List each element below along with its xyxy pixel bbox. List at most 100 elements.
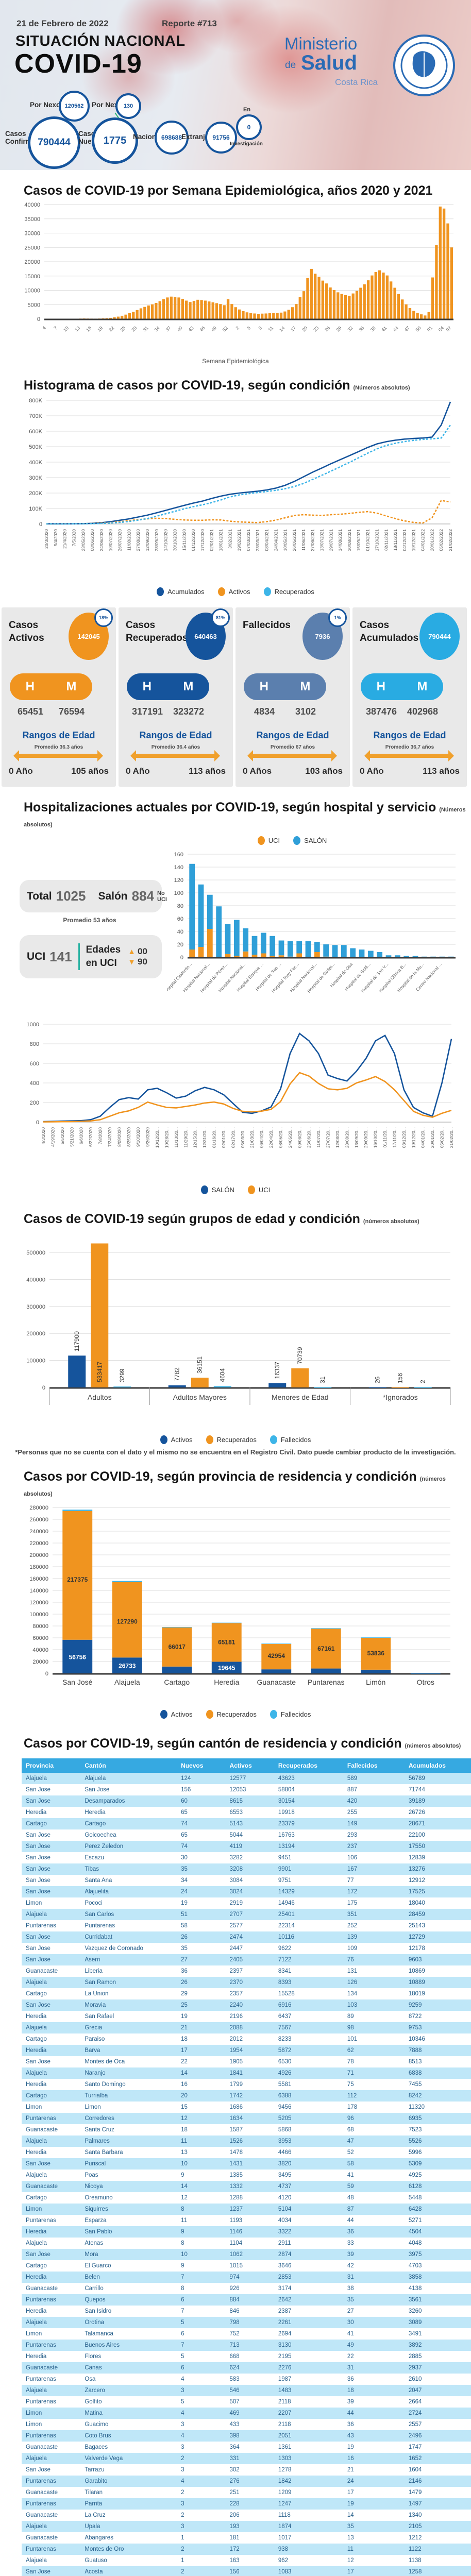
rangos-label: Rangos de Edad (373, 730, 446, 740)
weekly-bar (371, 275, 374, 319)
table-header: Provincia Cantón Nuevos Activos Recuperados F… (22, 1758, 471, 1773)
svg-text:San José: San José (62, 1678, 93, 1686)
table-row: Puntarenas Corredores 12 1634 5205 96 6935 (22, 2113, 471, 2124)
table-cell: 1686 (225, 2102, 274, 2113)
hospital-bar-salón (198, 884, 204, 947)
table-cell: 2118 (274, 2419, 343, 2430)
table-row: Heredia Belen 7 974 2853 31 3858 (22, 2272, 471, 2283)
svg-text:03/12/20...: 03/12/20... (401, 1127, 407, 1148)
table-cell: Coto Brus (80, 2430, 177, 2442)
age-bar-fallecidos (314, 1387, 332, 1388)
prov-legend: Activos Recuperados Fallecidos (0, 1710, 471, 1719)
table-cell: 31 (343, 2362, 405, 2374)
svg-text:60: 60 (177, 916, 183, 922)
svg-text:15/11/2020: 15/11/2020 (181, 529, 187, 551)
table-cell: 1340 (404, 2510, 471, 2521)
table-cell: 30154 (274, 1795, 343, 1807)
table-cell: 2261 (274, 2317, 343, 2328)
svg-text:500K: 500K (29, 444, 42, 450)
svg-text:23/03/2021: 23/03/2021 (255, 529, 260, 551)
svg-text:20: 20 (177, 942, 183, 948)
table-cell: 1587 (225, 2124, 274, 2136)
table-cell: 1083 (274, 2566, 343, 2576)
table-cell: 58 (343, 2158, 405, 2170)
table-row: Alajuela Orotina 5 798 2261 30 3089 (22, 2317, 471, 2328)
table-cell: Pococi (80, 1897, 177, 1909)
table-cell: 9901 (274, 1863, 343, 1875)
weekly-bar (382, 273, 385, 319)
table-cell: 17 (343, 2487, 405, 2498)
nacionales-value: 698688 (155, 121, 189, 155)
table-cell: 172 (225, 2544, 274, 2555)
svg-text:20/3/2020: 20/3/2020 (44, 529, 49, 549)
legend-uci-label: UCI (268, 837, 280, 844)
weekly-bar (359, 287, 362, 319)
table-cell: Paraiso (80, 2033, 177, 2045)
table-cell: 28671 (404, 1818, 471, 1829)
hospital-bar-uci (225, 954, 231, 957)
table-cell: 3820 (274, 2158, 343, 2170)
weekly-bar (272, 313, 275, 319)
table-row: Guanacaste Carrillo 8 926 3174 38 4138 (22, 2283, 471, 2294)
table-cell: San Isidro (80, 2306, 177, 2317)
legend-salon-2-label: SALÓN (211, 1186, 234, 1194)
svg-text:156: 156 (397, 1373, 404, 1383)
table-cell: 17525 (404, 1886, 471, 1897)
legend-recuperados: Recuperados (263, 587, 314, 596)
table-cell: 44 (343, 2408, 405, 2419)
table-row: Alajuela Atenas 8 1104 2911 33 4048 (22, 2238, 471, 2249)
svg-text:500000: 500000 (26, 1250, 45, 1256)
svg-text:18/11/2021: 18/11/2021 (393, 529, 398, 551)
por-nexo-value-1: 120562 (59, 91, 90, 122)
svg-text:35: 35 (358, 325, 365, 332)
table-cell: 1 (177, 2555, 226, 2566)
svg-text:11/29/20...: 11/29/20... (183, 1127, 188, 1148)
svg-text:34: 34 (153, 325, 160, 332)
table-cell: 2577 (225, 1920, 274, 1931)
m-value: 76594 (58, 706, 85, 717)
table-cell: 5104 (274, 2204, 343, 2215)
weekly-bar (234, 307, 237, 319)
table-cell: 3 (177, 2442, 226, 2453)
table-cell: 27 (177, 1954, 226, 1965)
weekly-chart-section: Casos de COVID-19 por Semana Epidemiológ… (0, 170, 471, 365)
svg-text:26/05/2021: 26/05/2021 (292, 529, 297, 551)
table-cell: Guanacaste (22, 2362, 81, 2374)
svg-text:10: 10 (62, 325, 70, 332)
province-bar-activos (361, 1669, 391, 1673)
no-uci-label: No UCI (157, 890, 167, 903)
weekly-bar (166, 297, 169, 319)
svg-text:10/07/2020: 10/07/2020 (108, 529, 113, 551)
card-percent-badge: 18% (94, 608, 113, 627)
table-cell: 2885 (404, 2351, 471, 2362)
svg-text:Puntarenas: Puntarenas (308, 1678, 345, 1686)
svg-text:8: 8 (258, 325, 263, 331)
table-cell: San Jose (22, 2249, 81, 2260)
svg-text:400000: 400000 (26, 1277, 45, 1283)
table-cell: 28459 (404, 1909, 471, 1920)
svg-text:06/04/20...: 06/04/20... (259, 1127, 264, 1148)
table-cell: 20 (177, 2090, 226, 2102)
weekly-bar (136, 310, 139, 319)
svg-text:8/25/2020: 8/25/2020 (126, 1127, 131, 1147)
table-cell: 23379 (274, 1818, 343, 1829)
table-row: San Jose Curridabat 26 2474 10116 139 12729 (22, 1931, 471, 1943)
svg-text:52: 52 (222, 325, 229, 332)
table-cell: 624 (225, 2362, 274, 2374)
table-cell: 139 (343, 1931, 405, 1943)
table-cell: 21 (177, 2022, 226, 2033)
weekly-bar (298, 297, 301, 319)
table-cell: Limon (22, 2419, 81, 2430)
table-row: San Jose Vazquez de Coronado 35 2447 9622 109… (22, 1943, 471, 1954)
table-cell: 1 (177, 2532, 226, 2544)
table-cell: 19 (177, 2011, 226, 2022)
province-bar-recuperados (261, 1643, 292, 1670)
table-cell: 1479 (404, 2487, 471, 2498)
age-range-values: 0 Año 105 años (9, 766, 109, 776)
table-cell: 14329 (274, 1886, 343, 1897)
table-cell: Puntarenas (22, 2294, 81, 2306)
table-row: Limon Matina 4 469 2207 44 2724 (22, 2408, 471, 2419)
edad-min-value: 00 (138, 946, 147, 956)
h-value: 65451 (17, 706, 44, 717)
table-row: San Jose Desamparados 60 8615 30154 420 39189 (22, 1795, 471, 1807)
